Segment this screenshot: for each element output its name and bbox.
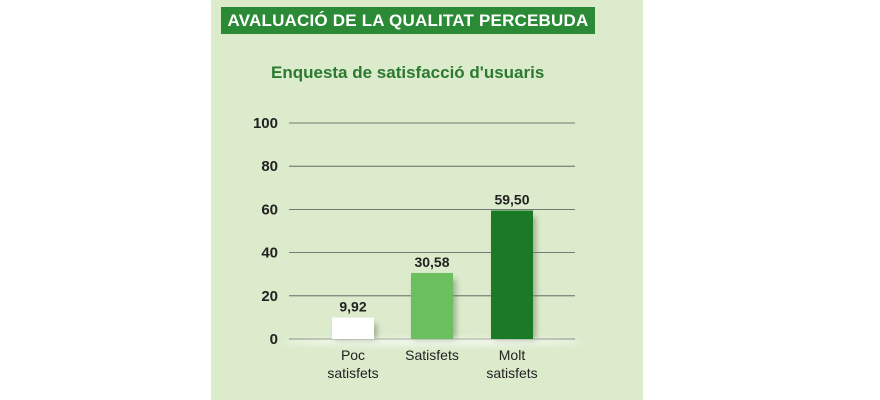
data-label: 9,92 xyxy=(339,299,366,315)
data-labels: 9,92 30,58 59,50 xyxy=(339,191,529,314)
bar xyxy=(491,210,533,339)
data-label: 30,58 xyxy=(414,254,449,270)
category-label: Molt satisfets xyxy=(486,347,537,381)
y-tick-label: 0 xyxy=(270,331,278,348)
bars xyxy=(332,210,533,339)
y-tick-label: 40 xyxy=(261,245,278,262)
bar xyxy=(332,317,374,339)
y-tick-label: 20 xyxy=(261,288,278,305)
data-label: 59,50 xyxy=(494,191,529,207)
y-tick-label: 60 xyxy=(261,201,278,218)
category-labels: Poc satisfets Satisfets Molt satisfets xyxy=(327,347,537,381)
y-tick-label: 80 xyxy=(261,158,278,175)
category-label: Satisfets xyxy=(405,347,459,363)
category-label: Poc satisfets xyxy=(327,347,378,381)
y-tick-label: 100 xyxy=(253,115,278,132)
y-axis-ticks: 0 20 40 60 80 100 xyxy=(253,115,278,348)
bar xyxy=(411,272,453,339)
ground-glow xyxy=(282,338,582,346)
chart-title: Enquesta de satisfacció d'usuaris xyxy=(271,63,545,82)
section-banner: AVALUACIÓ DE LA QUALITAT PERCEBUDA xyxy=(221,7,595,34)
